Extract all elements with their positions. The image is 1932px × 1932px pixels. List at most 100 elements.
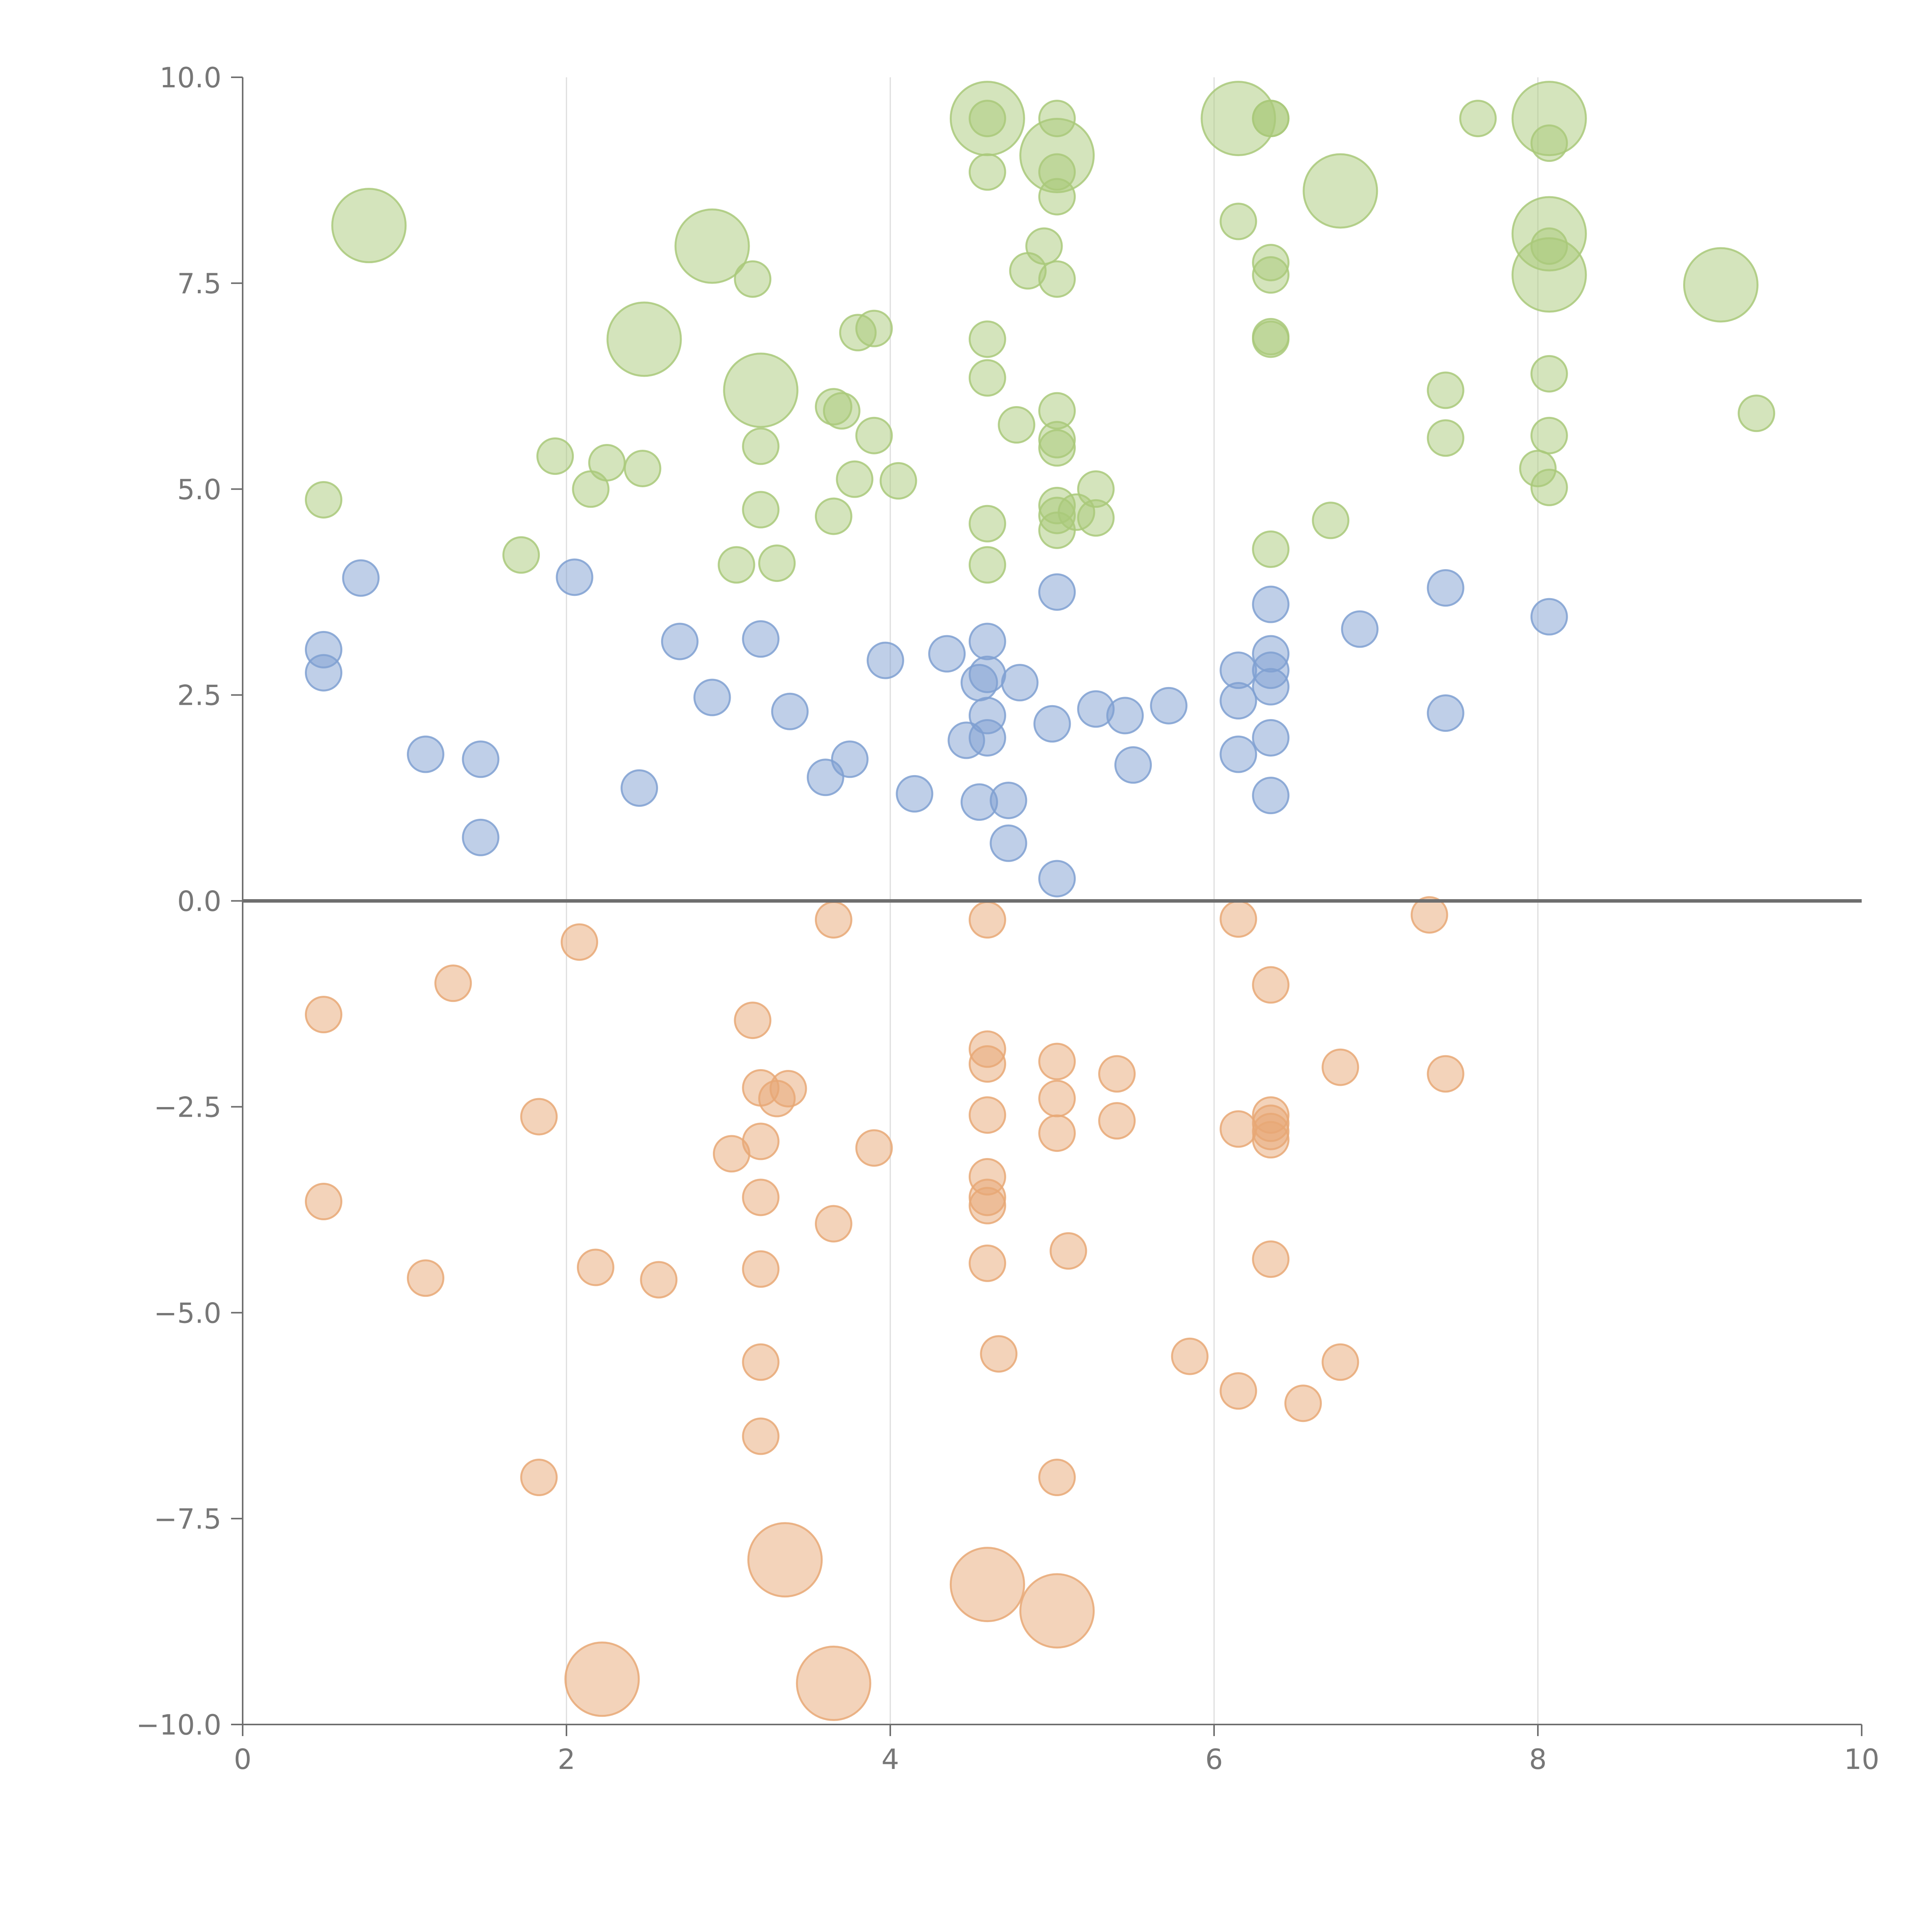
bubble-top-40	[1738, 395, 1776, 432]
bubble-top-42	[855, 417, 893, 454]
bubble-middle-9	[1038, 573, 1076, 611]
bubble-top-31	[968, 320, 1006, 358]
bubble-top-48	[536, 437, 574, 475]
bubble-top-15	[1252, 100, 1290, 138]
bubble-middle-36	[1114, 746, 1152, 784]
bubble-middle-14	[1252, 668, 1290, 706]
bubble-bottom-26	[1219, 1110, 1257, 1148]
bubble-middle-24	[1033, 705, 1071, 743]
bubble-bottom-36	[815, 1205, 852, 1243]
bubble-top-1	[674, 208, 750, 284]
bubble-top-13	[1038, 100, 1076, 138]
bubble-top-0	[331, 188, 407, 264]
bubble-middle-7	[928, 635, 966, 673]
bubble-middle-4	[661, 622, 699, 660]
bubble-top-68	[718, 546, 755, 584]
y-tick-label-−5.0: −5.0	[154, 1297, 221, 1329]
bubble-top-24	[1038, 260, 1076, 298]
bubble-bottom-44	[980, 1335, 1018, 1373]
bubble-bottom-18	[1038, 1080, 1076, 1117]
bubble-middle-33	[831, 740, 869, 778]
bubble-top-17	[1530, 124, 1568, 162]
bubble-top-51	[836, 460, 874, 498]
bubble-middle-8	[968, 622, 1006, 660]
y-tick-label-0.0: 0.0	[177, 885, 221, 918]
bubble-bottom-34	[305, 1182, 342, 1220]
axis-layer: 0 2 4 6 8 10 10.0 7.5 5.0 2.5 0.0 −2.5 −5.0 −7.5 −10.0	[136, 61, 1879, 1776]
bubble-bottom-35	[742, 1179, 780, 1216]
x-tick-label-6: 6	[1205, 1743, 1223, 1776]
bubble-bottom-3	[1410, 896, 1448, 934]
bubble-middle-0	[342, 559, 380, 597]
bubble-top-65	[1077, 499, 1115, 537]
bubble-bottom-57	[796, 1645, 871, 1721]
x-tick-label-0: 0	[234, 1743, 252, 1776]
y-tick-label-2.5: 2.5	[177, 679, 221, 712]
x-tick-label-8: 8	[1529, 1743, 1547, 1776]
bubble-bottom-42	[406, 1259, 444, 1297]
bubble-bottom-51	[520, 1459, 558, 1497]
bubble-top-12	[968, 100, 1006, 138]
bubble-middle-39	[621, 769, 658, 807]
bubble-bottom-14	[1427, 1055, 1464, 1093]
bubble-top-54	[305, 481, 342, 519]
bubble-bottom-21	[1098, 1102, 1136, 1140]
bubble-bottom-1	[968, 901, 1006, 939]
bubble-top-34	[968, 359, 1006, 397]
bubble-bottom-7	[305, 996, 342, 1034]
y-tick-label-−2.5: −2.5	[154, 1091, 221, 1123]
bubble-middle-27	[1150, 687, 1188, 724]
bubble-bottom-10	[968, 1045, 1006, 1083]
bubble-bottom-48	[1219, 1372, 1257, 1410]
y-tick-label-7.5: 7.5	[177, 267, 221, 300]
bubble-top-58	[742, 491, 780, 529]
bubble-bottom-38	[1252, 1240, 1290, 1278]
bubble-middle-46	[1038, 860, 1076, 898]
bubble-bottom-12	[1098, 1055, 1136, 1093]
y-tick-label-5.0: 5.0	[177, 473, 221, 506]
bubble-top-30	[855, 310, 893, 347]
bubble-top-52	[879, 462, 917, 500]
bubble-bottom-27	[1038, 1114, 1076, 1152]
bubble-middle-1	[556, 558, 594, 596]
bubble-top-33	[1252, 320, 1290, 358]
bubble-bottom-33	[968, 1187, 1006, 1225]
bubble-bottom-46	[1321, 1343, 1359, 1381]
bubble-top-50	[624, 449, 662, 487]
bubble-middle-44	[462, 818, 500, 856]
bubble-top-60	[968, 505, 1006, 543]
bubble-top-45	[1038, 429, 1076, 467]
bubble-bottom-49	[1284, 1384, 1322, 1422]
bubble-middle-31	[462, 740, 500, 778]
bubble-middle-26	[1106, 697, 1144, 735]
bubble-bottom-30	[855, 1129, 893, 1167]
bubble-bottom-8	[734, 1002, 772, 1039]
bubble-middle-28	[1219, 682, 1257, 720]
bubble-top-41	[742, 427, 780, 465]
bubble-top-66	[1312, 502, 1350, 539]
bubble-bottom-52	[1038, 1459, 1076, 1497]
bubble-top-46	[1427, 419, 1464, 457]
bubble-bottom-6	[1252, 966, 1290, 1004]
bubble-bottom-53	[747, 1522, 823, 1598]
bubble-middle-19	[771, 692, 809, 730]
bubble-bottom-50	[742, 1417, 780, 1455]
bubble-bottom-54	[949, 1547, 1025, 1622]
bubble-bottom-55	[1019, 1573, 1095, 1649]
bubble-top-53	[572, 470, 610, 508]
x-tick-label-10: 10	[1844, 1743, 1879, 1776]
bubble-top-20	[1038, 178, 1076, 216]
bubble-top-16	[1459, 100, 1497, 138]
bubble-top-3	[723, 352, 799, 428]
bubble-middle-45	[990, 824, 1027, 862]
bubble-bottom-47	[742, 1343, 780, 1381]
x-tick-label-4: 4	[881, 1743, 899, 1776]
bubble-middle-35	[968, 719, 1006, 757]
bubble-bottom-13	[1321, 1048, 1359, 1086]
y-tick-label-−7.5: −7.5	[154, 1503, 221, 1535]
bubble-middle-38	[1252, 719, 1290, 757]
bubble-top-47	[1530, 417, 1568, 454]
bubble-middle-17	[1530, 598, 1568, 636]
bubble-top-69	[758, 544, 796, 582]
